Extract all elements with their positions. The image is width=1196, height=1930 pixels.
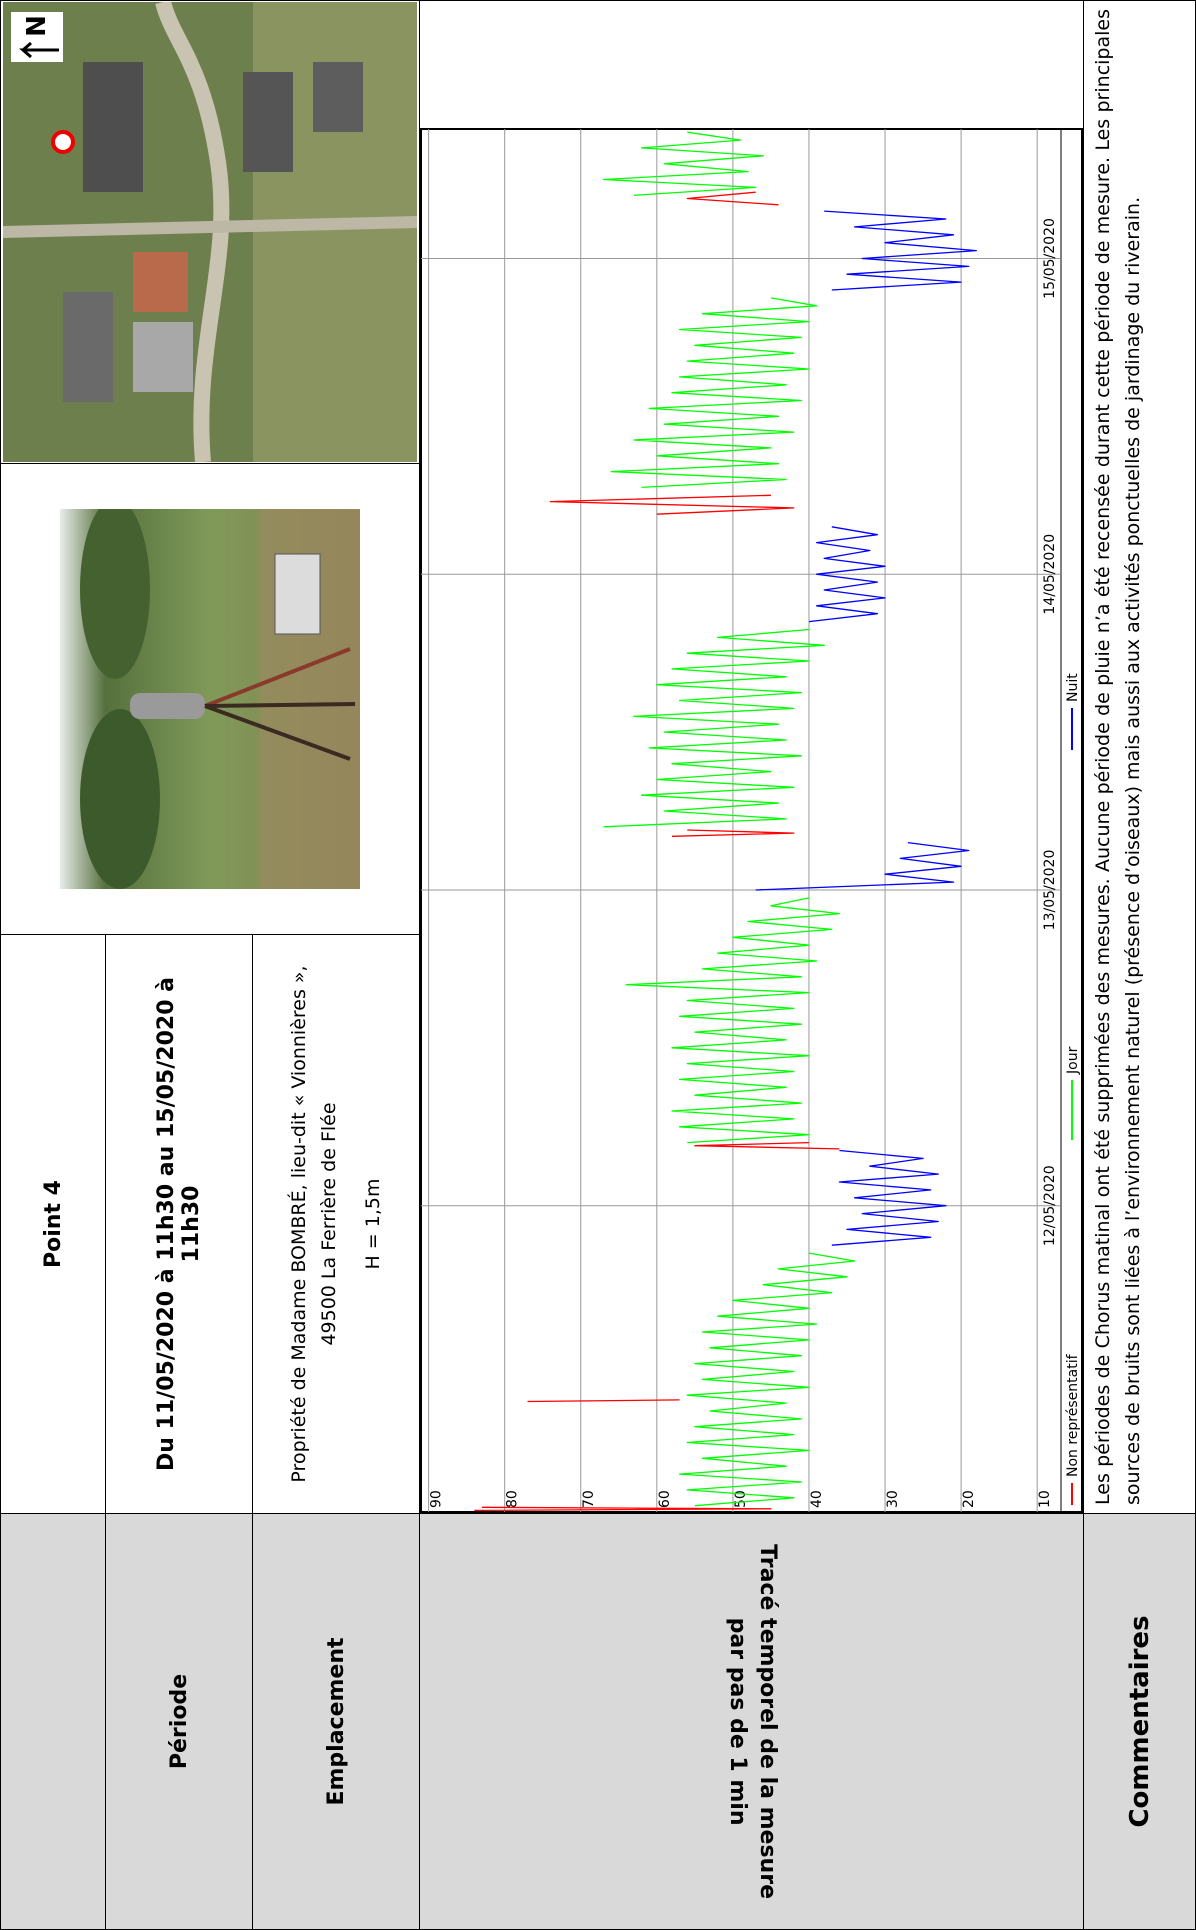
y-tick-label: 10 (1037, 1490, 1053, 1508)
y-tick-label: 80 (505, 1490, 521, 1508)
legend-label: Non représentatif (1065, 1353, 1081, 1477)
y-tick-label: 20 (961, 1490, 977, 1508)
x-tick-label: 14/05/2020 (1042, 534, 1058, 615)
comments-text: Les périodes de Chorus matinal ont été s… (1083, 0, 1196, 1514)
sheet: Période Emplacement Tracé temporel de la… (0, 0, 1196, 1930)
x-tick-label: 13/05/2020 (1042, 850, 1058, 931)
y-tick-label: 40 (809, 1490, 825, 1508)
y-tick-label: 90 (429, 1490, 445, 1508)
legend-label: Jour (1065, 1046, 1081, 1075)
page: Période Emplacement Tracé temporel de la… (0, 0, 1196, 1930)
y-tick-label: 60 (657, 1490, 673, 1508)
y-tick-label: 70 (581, 1490, 597, 1508)
chart: 10203040506070809012/05/202013/05/202014… (0, 0, 1196, 1930)
x-tick-label: 12/05/2020 (1042, 1165, 1058, 1246)
legend-label: Nuit (1065, 673, 1081, 702)
x-tick-label: 15/05/2020 (1042, 218, 1058, 299)
y-tick-label: 30 (885, 1490, 901, 1508)
